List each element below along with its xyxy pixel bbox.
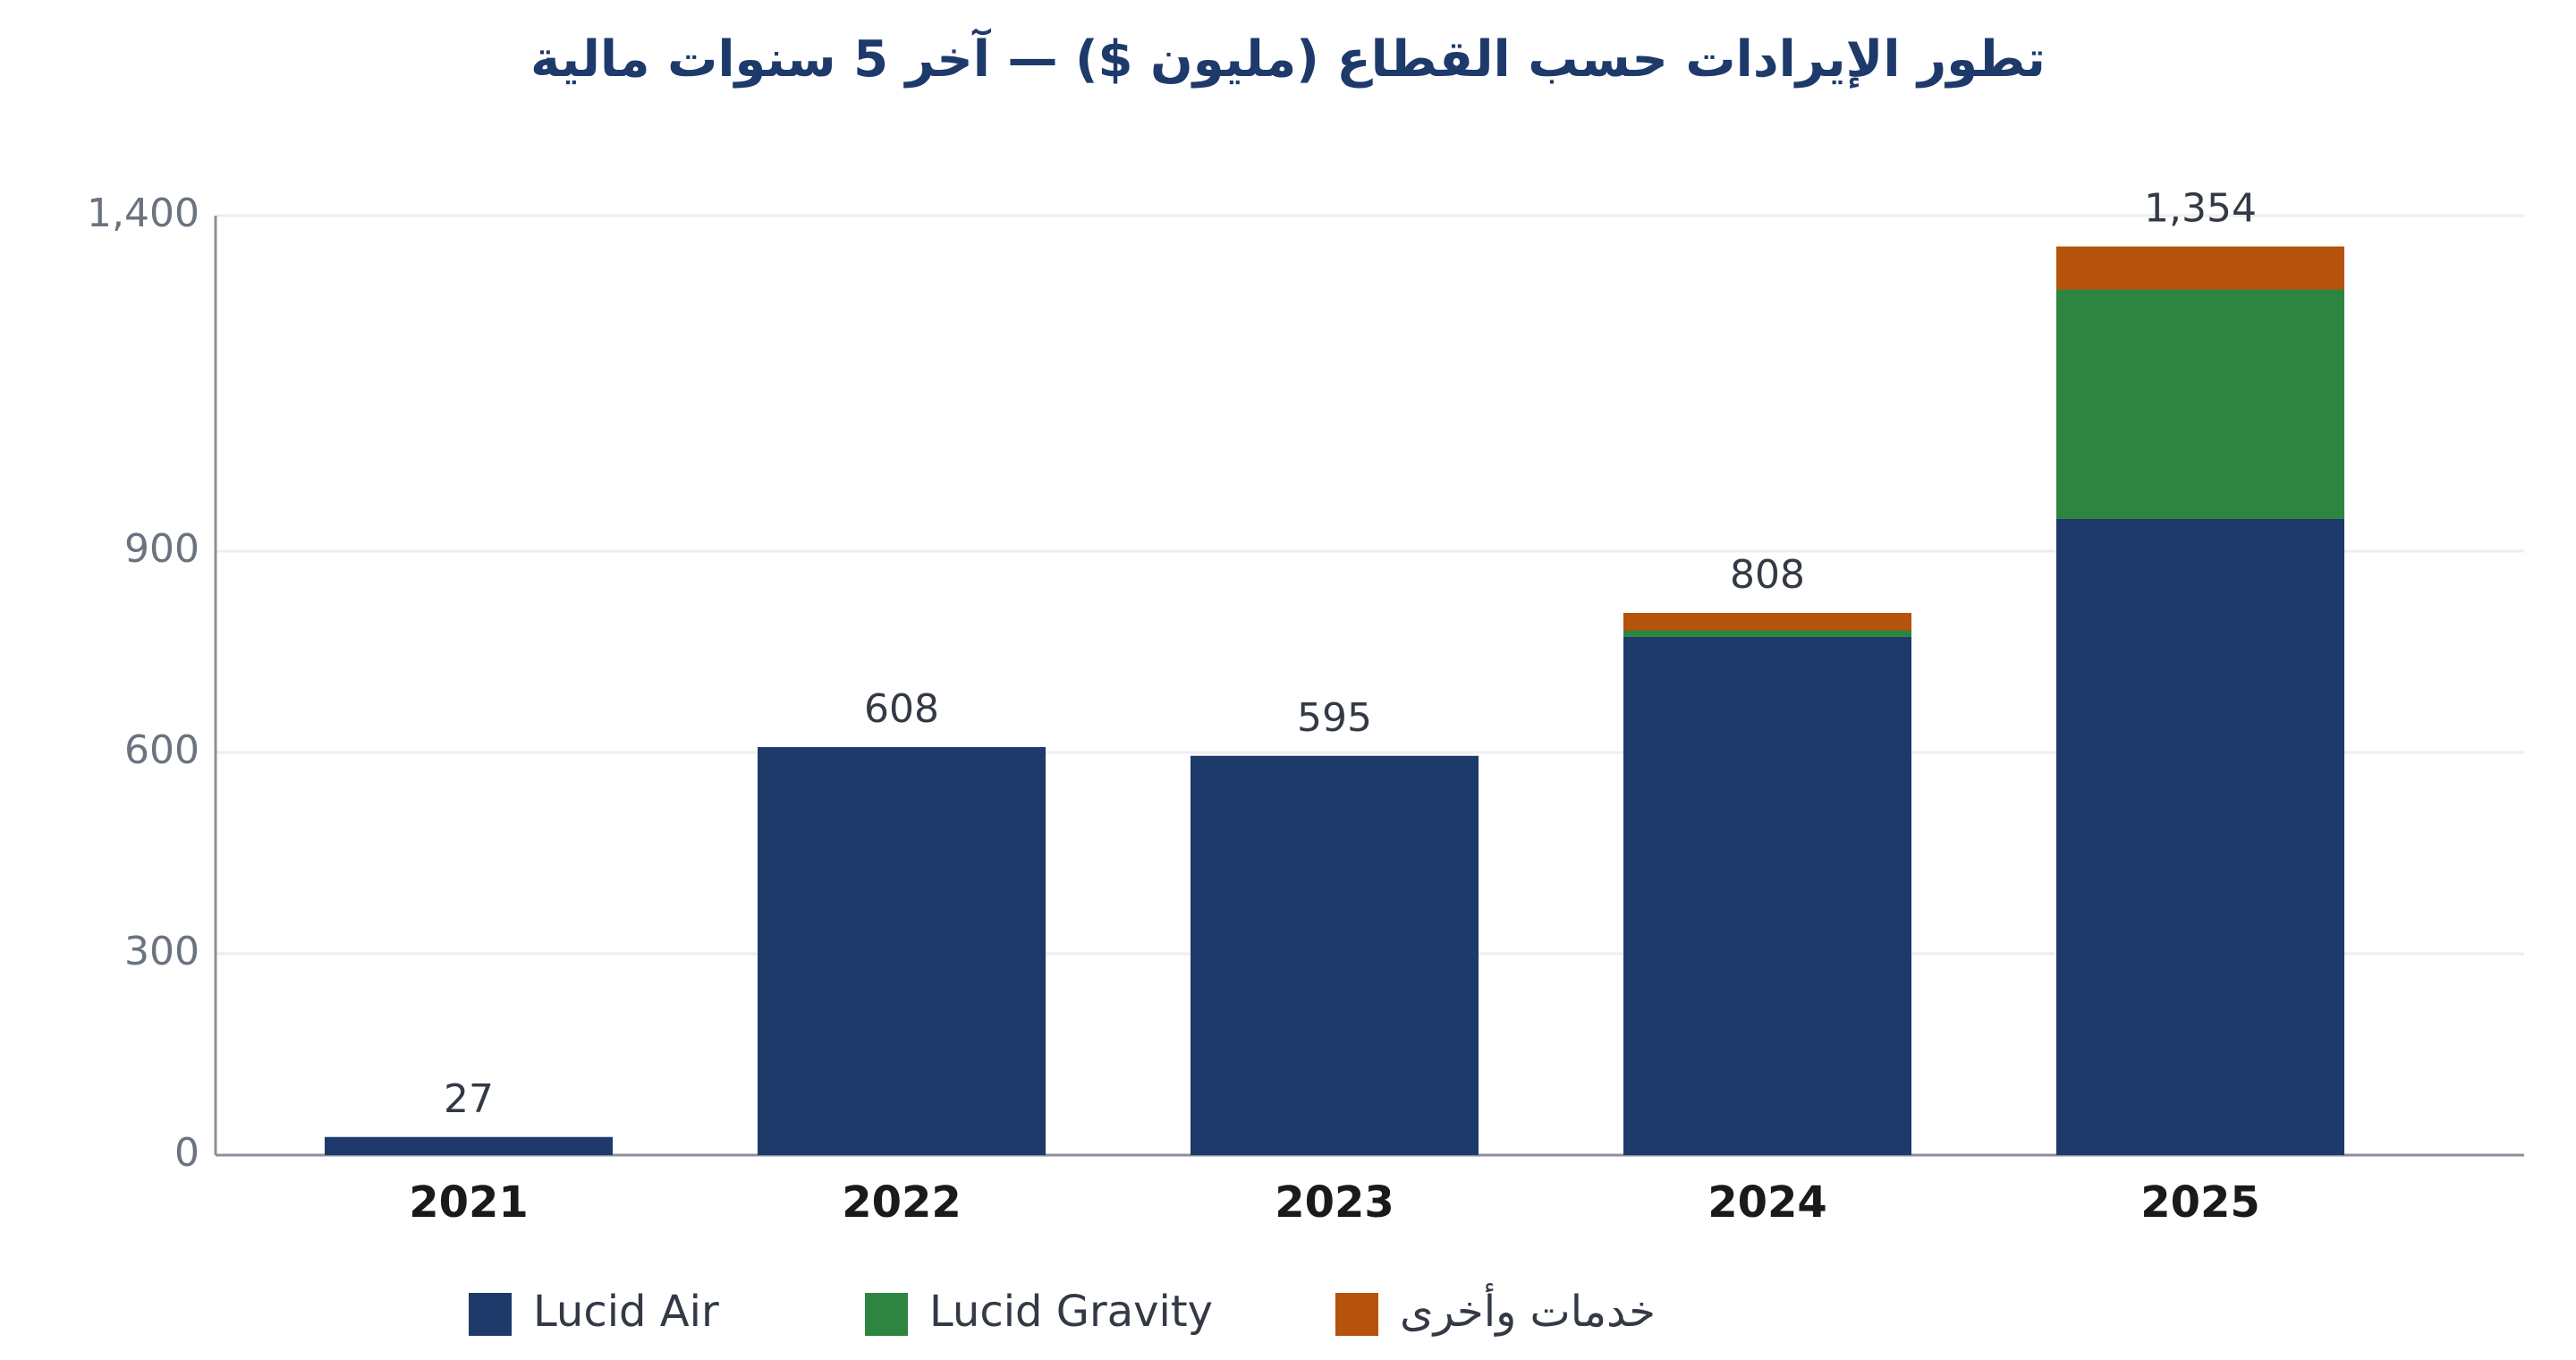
bar-segment — [1623, 613, 1911, 631]
chart-title: تطور الإيرادات حسب القطاع (مليون $) — آخ… — [530, 28, 2046, 89]
bar-segment — [2056, 289, 2344, 519]
bar-segment — [1623, 630, 1911, 637]
legend-swatch — [865, 1293, 908, 1336]
bar-segment — [325, 1136, 613, 1155]
total-label: 27 — [444, 1076, 494, 1122]
bar-segment — [1191, 755, 1479, 1155]
bar-segment — [2056, 519, 2344, 1155]
legend-label: خدمات وأخرى — [1400, 1283, 1656, 1337]
x-tick-label: 2021 — [409, 1177, 529, 1228]
legend-label: Lucid Gravity — [929, 1287, 1213, 1337]
legend-swatch — [1335, 1293, 1378, 1336]
total-label: 808 — [1730, 552, 1805, 598]
total-label: 1,354 — [2144, 186, 2257, 232]
y-tick-label: 300 — [124, 929, 199, 974]
bar-segment — [1623, 637, 1911, 1155]
x-tick-label: 2023 — [1275, 1177, 1394, 1228]
y-tick-label: 0 — [174, 1130, 199, 1176]
x-tick-label: 2022 — [842, 1177, 962, 1228]
total-label: 595 — [1297, 695, 1372, 741]
legend-swatch — [469, 1293, 512, 1336]
y-tick-label: 600 — [124, 727, 199, 773]
legend-label: Lucid Air — [533, 1287, 719, 1337]
bar-segment — [2056, 246, 2344, 290]
bar-segment — [758, 747, 1046, 1155]
x-tick-label: 2025 — [2140, 1177, 2260, 1228]
y-tick-label: 1,400 — [87, 191, 199, 236]
x-tick-label: 2024 — [1707, 1177, 1827, 1228]
total-label: 608 — [864, 686, 939, 732]
y-tick-label: 900 — [124, 526, 199, 572]
